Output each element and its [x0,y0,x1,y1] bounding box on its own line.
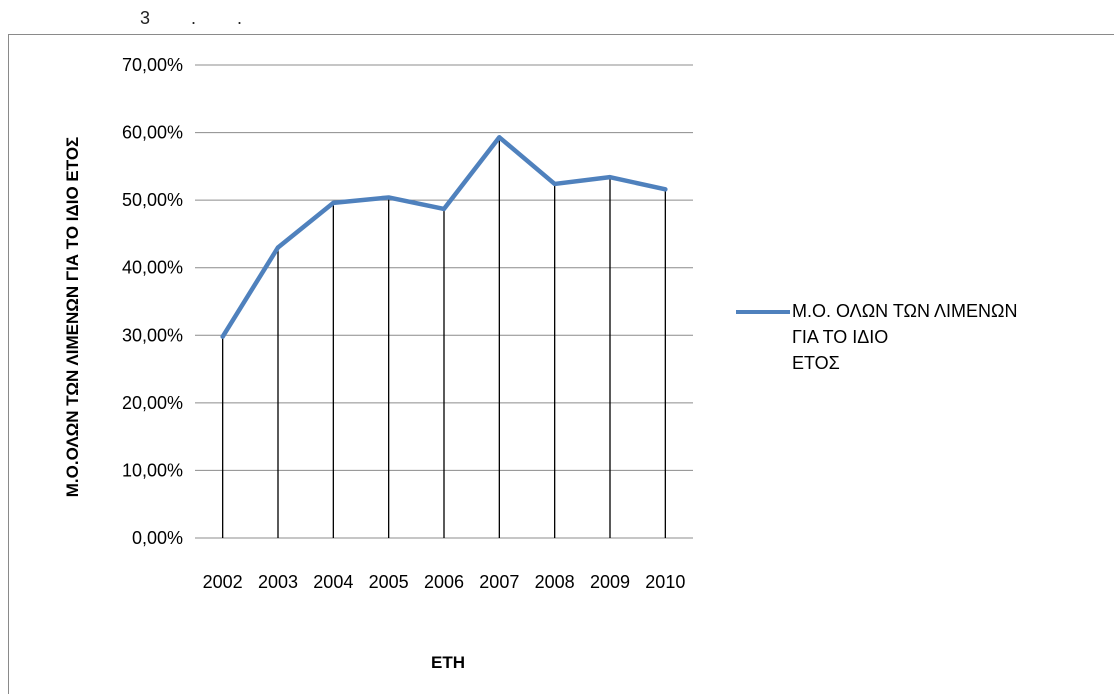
data-point [663,187,668,192]
y-axis-title: Μ.Ο.ΟΛΩΝ ΤΩΝ ΛΙΜΕΝΩΝ ΓΙΑ ΤΟ ΙΔΙΟ ΕΤΟΣ [63,137,82,498]
y-tick-label: 40,00% [122,258,183,278]
data-point [608,175,612,180]
x-tick-label: 2002 [203,572,243,592]
y-tick-label: 70,00% [122,55,183,75]
y-tick-label: 10,00% [122,460,183,480]
y-tick-label: 50,00% [122,190,183,210]
y-tick-label: 30,00% [122,325,183,345]
legend-label-line-3: ΕΤΟΣ [792,353,840,373]
x-tick-label: 2004 [313,572,353,592]
legend-label-line-1: Μ.Ο. ΟΛΩΝ ΤΩΝ ΛΙΜΕΝΩΝ [792,301,1018,321]
data-point [497,135,502,140]
x-tick-label: 2009 [590,572,630,592]
x-tick-label: 2008 [535,572,575,592]
data-point [442,206,446,211]
data-point [552,181,557,186]
y-tick-labels: 0,00% 10,00% 20,00% 30,00% 40,00% 50,00% 60,00… [122,55,183,548]
legend-label-line-2: ΓΙΑ ΤΟ ΙΔΙΟ [792,327,889,347]
chart-frame [8,34,1114,694]
x-tick-labels: 2002 2003 2004 2005 2006 2007 2008 2009 2010 [203,572,686,592]
y-tick-label: 20,00% [122,393,183,413]
data-point [276,245,280,250]
y-tick-label: 60,00% [122,123,183,143]
series-layer [220,135,668,339]
line-chart: 0,00% 10,00% 20,00% 30,00% 40,00% 50,00% 60,00… [63,55,693,672]
legend-label: Μ.Ο. ΟΛΩΝ ΤΩΝ ΛΙΜΕΝΩΝ ΓΙΑ ΤΟ ΙΔΙΟ ΕΤΟΣ [792,298,1092,376]
x-tick-label: 2010 [645,572,685,592]
x-tick-label: 2003 [258,572,298,592]
page-header: 3 . . [140,8,261,28]
data-point [386,195,391,200]
drop-lines [222,137,666,538]
x-tick-label: 2006 [424,572,464,592]
data-point [331,200,336,205]
x-axis-title: ΕΤΗ [431,653,465,672]
data-point [220,334,225,339]
legend-swatch [736,310,790,314]
y-tick-label: 0,00% [132,528,183,548]
x-tick-label: 2005 [369,572,409,592]
x-tick-label: 2007 [479,572,519,592]
